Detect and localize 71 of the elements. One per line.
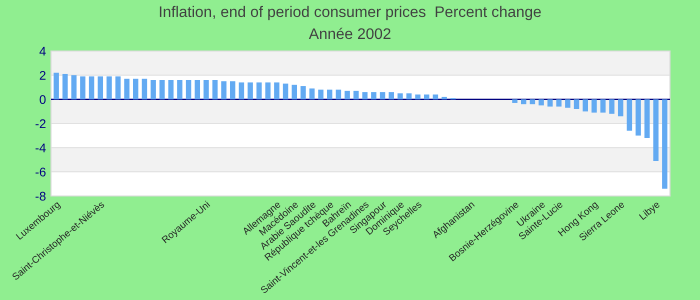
bar [133, 78, 138, 100]
bar [71, 75, 77, 100]
bar [318, 90, 324, 100]
bar [177, 80, 182, 100]
bar [662, 99, 668, 189]
bar [653, 99, 659, 161]
bar [644, 99, 650, 138]
bar [194, 80, 200, 100]
bar [300, 86, 306, 100]
bar [309, 88, 315, 100]
bar [98, 76, 104, 100]
bar [556, 99, 562, 107]
bar [230, 81, 236, 100]
bar [380, 92, 386, 100]
bar [362, 92, 368, 100]
bar [512, 99, 518, 103]
bar [609, 99, 614, 114]
bar [592, 99, 597, 113]
bar [282, 84, 288, 100]
bar [80, 76, 86, 100]
bar [274, 82, 280, 100]
y-tick-label: 4 [39, 46, 46, 56]
bar [415, 94, 420, 100]
y-tick-label: -2 [36, 119, 46, 128]
bar [547, 99, 553, 107]
bar [159, 80, 165, 100]
bar [432, 94, 438, 100]
bar [326, 90, 332, 100]
bar [336, 90, 342, 100]
chart-subtitle: Année 2002 [308, 28, 390, 40]
bar [520, 99, 526, 104]
y-tick-label: -6 [36, 168, 46, 176]
bar [626, 99, 632, 131]
y-tick-label: -8 [36, 192, 46, 201]
bar [388, 92, 394, 100]
bar [168, 80, 174, 100]
bar [238, 82, 244, 100]
bar [212, 80, 218, 100]
bar [618, 99, 624, 116]
bar [292, 84, 298, 100]
y-tick-label: -4 [36, 144, 46, 152]
bar [600, 99, 606, 113]
bar [353, 90, 359, 100]
bar [538, 99, 544, 106]
bar [248, 82, 253, 100]
bar [204, 80, 209, 100]
bar [265, 82, 271, 100]
bar [371, 92, 376, 100]
y-tick-label: 2 [40, 70, 46, 80]
bar [344, 90, 350, 100]
bar [256, 82, 262, 100]
bar [398, 93, 403, 100]
bar [406, 93, 412, 100]
bar [54, 72, 59, 100]
bar [574, 99, 580, 109]
bar [582, 99, 588, 112]
bar [424, 94, 430, 100]
bar [565, 99, 570, 108]
chart-title: Inflation, end of period consumer prices Percent change [160, 6, 541, 20]
bar [142, 78, 148, 100]
bar [106, 76, 112, 100]
bar [150, 80, 156, 100]
bar [186, 80, 192, 100]
y-tick-label: 0 [40, 95, 46, 104]
bar [221, 81, 226, 100]
bar [115, 76, 121, 100]
bar [636, 99, 641, 136]
bar [442, 96, 447, 100]
bar [62, 74, 68, 100]
bar [88, 76, 94, 100]
bar [124, 78, 130, 100]
